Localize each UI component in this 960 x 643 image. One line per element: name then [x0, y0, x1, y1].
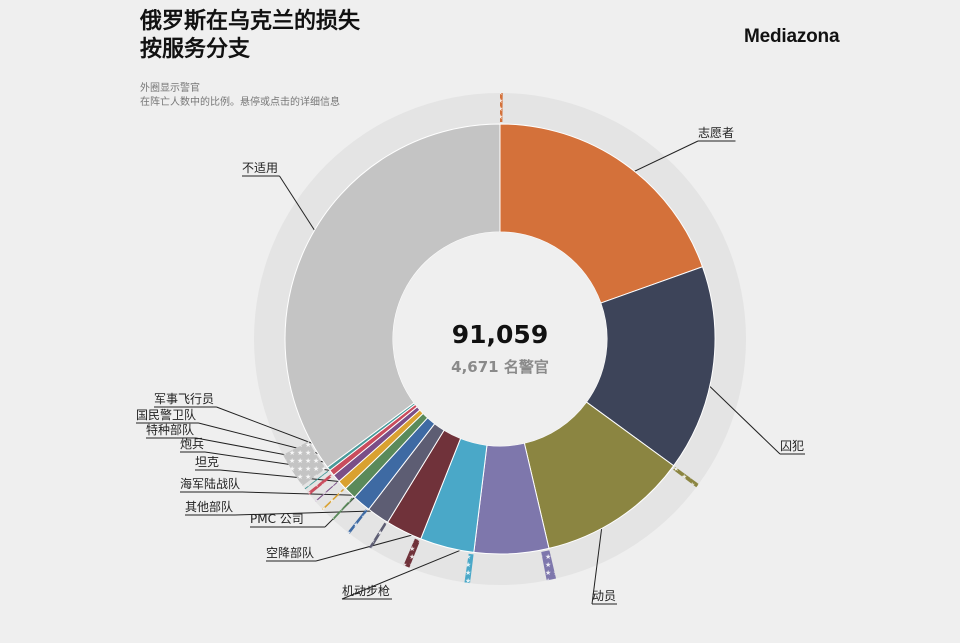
slice-11-label[interactable]: 国民警卫队	[136, 407, 196, 422]
mediazona-logo[interactable]: Mediazona	[744, 26, 840, 47]
slice-9-label[interactable]: 炮兵	[180, 437, 204, 451]
slice-14-officers-stars	[283, 441, 326, 486]
slice-1-label[interactable]: 囚犯	[780, 439, 804, 453]
donut-hole	[393, 232, 607, 446]
chart-title-line-1: 俄罗斯在乌克兰的损失	[140, 9, 361, 34]
slice-6-officers-stars	[403, 538, 421, 568]
note-line-2: 在阵亡人数中的比例。悬停或点击的详细信息	[140, 97, 340, 108]
total-losses: 91,059	[452, 320, 548, 349]
slice-8-label[interactable]: 坦克	[195, 455, 219, 469]
donut-slices	[284, 123, 716, 555]
slice-14-label[interactable]: 不适用	[242, 161, 278, 175]
slice-13-officers-stars	[304, 470, 329, 490]
chart-title: 俄罗斯在乌克兰的损失 按服务分支	[140, 8, 360, 64]
note-line-1: 外圈显示警官	[140, 83, 200, 94]
slice-5-label[interactable]: PMC 公司	[250, 512, 304, 526]
slice-3-officers-stars	[541, 550, 557, 581]
officer-ring	[283, 93, 699, 584]
slice-6-label[interactable]: 其他部队	[185, 499, 233, 514]
chart-title-line-2: 按服务分支	[140, 37, 251, 62]
slice-7-officers-stars	[368, 522, 387, 549]
chart-notes: 外圈显示警官 在阵亡人数中的比例。悬停或点击的详细信息	[140, 82, 340, 110]
slice-9-officers-stars	[332, 497, 354, 521]
slice-12-officers-stars	[307, 474, 333, 495]
slice-7-label[interactable]: 海军陆战队	[180, 476, 240, 491]
slice-8-officers-stars	[347, 509, 368, 534]
slice-4-officers-stars	[464, 553, 474, 584]
slice-10-label[interactable]: 特种部队	[146, 422, 194, 437]
slice-4-label[interactable]: 空降部队	[266, 545, 314, 560]
slice-2-label[interactable]: 动员	[592, 589, 616, 603]
slice-3-label[interactable]: 机动步枪	[342, 583, 390, 598]
slice-10-officers-stars	[322, 488, 345, 511]
slice-0-officers-stars	[500, 93, 503, 123]
officer-count: 4,671 名警官	[451, 358, 549, 376]
slice-12-label[interactable]: 军事飞行员	[154, 392, 214, 406]
slice-2-officers-stars	[673, 466, 699, 488]
slice-0-label[interactable]: 志愿者	[698, 126, 734, 140]
slice-11-officers-stars	[314, 482, 338, 502]
